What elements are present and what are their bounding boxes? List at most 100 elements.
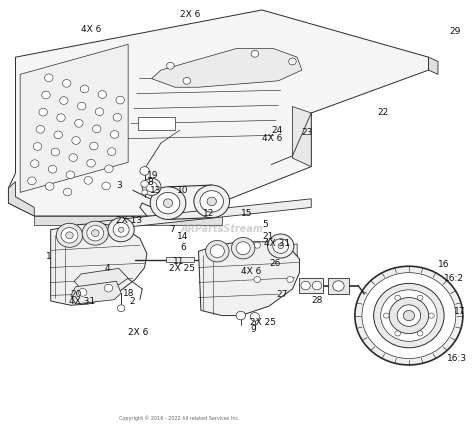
Circle shape [78,289,87,296]
Polygon shape [20,44,128,192]
Circle shape [355,266,463,365]
Circle shape [140,167,149,175]
Circle shape [236,242,250,254]
Text: ARPartsStream: ARPartsStream [181,224,264,234]
Circle shape [183,77,191,84]
Text: 3: 3 [117,181,122,191]
Circle shape [287,242,293,248]
Circle shape [113,114,121,121]
Circle shape [66,171,74,179]
Text: 24: 24 [271,126,283,135]
Text: 2X 6: 2X 6 [180,10,200,19]
Text: 16:2: 16:2 [444,274,464,283]
Circle shape [95,108,104,116]
Circle shape [48,165,57,173]
Polygon shape [9,182,34,216]
Text: 4: 4 [105,264,110,273]
Circle shape [395,295,401,300]
Circle shape [46,183,54,190]
Circle shape [69,154,77,162]
Text: 29: 29 [450,27,461,36]
Circle shape [395,331,401,336]
Text: 27: 27 [276,289,287,299]
Circle shape [63,79,71,87]
Circle shape [105,165,113,173]
Circle shape [417,295,423,300]
Polygon shape [152,49,302,87]
Text: 26: 26 [269,259,280,268]
Polygon shape [71,281,121,304]
Bar [137,117,175,130]
Polygon shape [51,223,147,305]
Circle shape [142,178,161,195]
Circle shape [381,290,437,341]
Text: 2: 2 [129,297,135,306]
Circle shape [84,177,92,184]
Circle shape [45,74,53,82]
Bar [166,257,194,262]
Circle shape [74,119,83,127]
Circle shape [194,185,229,218]
Circle shape [362,273,456,359]
Text: 19: 19 [147,171,158,180]
Text: 16:3: 16:3 [447,354,467,363]
Polygon shape [328,278,349,294]
Text: 9: 9 [250,325,256,334]
Circle shape [102,182,110,190]
Circle shape [333,281,344,291]
Circle shape [66,232,73,239]
Text: 7: 7 [169,225,175,234]
Polygon shape [34,216,222,225]
Circle shape [80,85,89,93]
Circle shape [87,159,95,167]
Polygon shape [292,107,311,167]
Circle shape [268,234,294,258]
Circle shape [51,148,60,156]
Text: 15: 15 [241,210,252,218]
Circle shape [417,331,423,336]
Circle shape [98,91,107,98]
Circle shape [301,281,310,290]
Circle shape [42,91,50,99]
Circle shape [30,160,39,168]
Circle shape [90,142,98,150]
Circle shape [397,305,420,326]
Circle shape [278,244,283,249]
Circle shape [116,96,124,104]
Text: 5: 5 [263,220,268,229]
Text: 4X 6: 4X 6 [262,134,283,143]
Circle shape [27,177,36,184]
Text: 11: 11 [173,257,184,266]
Text: 1: 1 [46,252,52,261]
Circle shape [118,305,125,312]
Circle shape [54,131,63,139]
Text: 21: 21 [262,232,273,241]
Circle shape [156,192,180,214]
Circle shape [60,97,68,105]
Circle shape [56,223,82,248]
Circle shape [118,227,124,232]
Text: 18: 18 [123,289,135,298]
Circle shape [312,281,321,290]
Circle shape [146,182,157,192]
Text: 14: 14 [177,232,189,241]
Circle shape [61,228,78,243]
Polygon shape [199,242,300,316]
Text: 13: 13 [150,186,161,195]
Text: 10: 10 [177,186,189,195]
Text: 8: 8 [147,178,153,187]
Text: Copyright © 2016 - 2022 All related Services Inc.: Copyright © 2016 - 2022 All related Serv… [119,416,240,421]
Polygon shape [74,268,128,289]
Polygon shape [91,199,311,231]
Circle shape [87,226,104,241]
Circle shape [389,298,428,334]
Circle shape [164,199,173,207]
Circle shape [273,239,289,253]
Circle shape [92,125,101,133]
Circle shape [141,181,148,187]
Circle shape [206,241,229,262]
Circle shape [57,114,65,121]
Text: 4X 6: 4X 6 [241,267,261,276]
Text: 2X 25: 2X 25 [250,318,276,327]
Text: 20: 20 [71,289,82,299]
